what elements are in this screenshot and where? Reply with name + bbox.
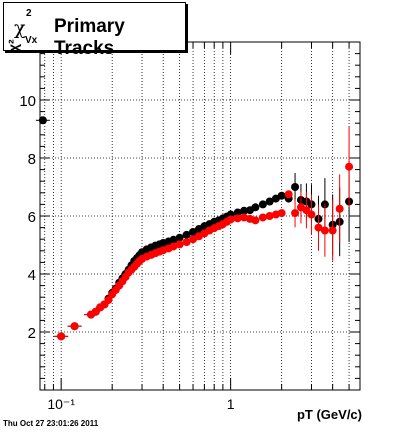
data-point-red [265, 212, 274, 220]
data-point-red [182, 238, 191, 247]
data-point-black [169, 235, 178, 244]
y-tick-label: 10 [19, 93, 36, 110]
data-point-black [277, 191, 286, 200]
data-point-red [345, 162, 354, 171]
y-axis-label: χ² [5, 39, 21, 52]
data-point-black [175, 233, 184, 242]
y-tick-label: 2 [28, 325, 36, 342]
data-point-black [291, 183, 300, 191]
data-point-black [233, 208, 242, 217]
title-subscript: Vx [25, 35, 38, 46]
timestamp: Thu Oct 27 23:01:26 2011 [3, 419, 99, 428]
data-point-red [104, 296, 113, 305]
data-point-red [307, 210, 316, 219]
title-box: χ 2 Vx Primary Tracks [3, 2, 186, 59]
data-point-black [240, 206, 249, 215]
data-point-red [70, 322, 79, 331]
data-point-red [251, 216, 260, 225]
data-point-red [314, 223, 323, 232]
x-tick-label: 1 [227, 396, 235, 412]
data-point-black [182, 230, 191, 239]
plot-frame [39, 41, 361, 391]
y-tick-label: 8 [28, 151, 36, 168]
data-point-red [226, 215, 235, 224]
x-tick-label: 10⁻¹ [47, 396, 75, 412]
data-point-red [233, 214, 242, 223]
y-tick-label: 4 [28, 267, 36, 284]
data-point-red [57, 332, 66, 341]
data-marks [35, 116, 354, 341]
data-point-red [291, 209, 300, 218]
data-point-red [258, 213, 267, 222]
title-superscript: 2 [26, 8, 32, 19]
data-point-red [320, 226, 329, 235]
data-point-black [258, 200, 267, 209]
data-point-red [175, 240, 184, 249]
x-axis-label: pT (GeV/c) [296, 407, 362, 422]
data-point-red [328, 226, 337, 235]
axes: 2 4 6 8 10 10⁻¹ 1 [19, 41, 361, 412]
data-point-red [169, 242, 178, 251]
data-point-red [335, 204, 344, 213]
title-symbol: χ [14, 17, 26, 39]
data-point-black [38, 116, 47, 125]
data-point-red [277, 209, 286, 218]
data-point-black [251, 203, 260, 212]
data-point-red [284, 190, 293, 199]
y-tick-label: 6 [28, 209, 36, 226]
chart-title: Primary Tracks [54, 16, 125, 59]
data-point-black [265, 197, 274, 206]
